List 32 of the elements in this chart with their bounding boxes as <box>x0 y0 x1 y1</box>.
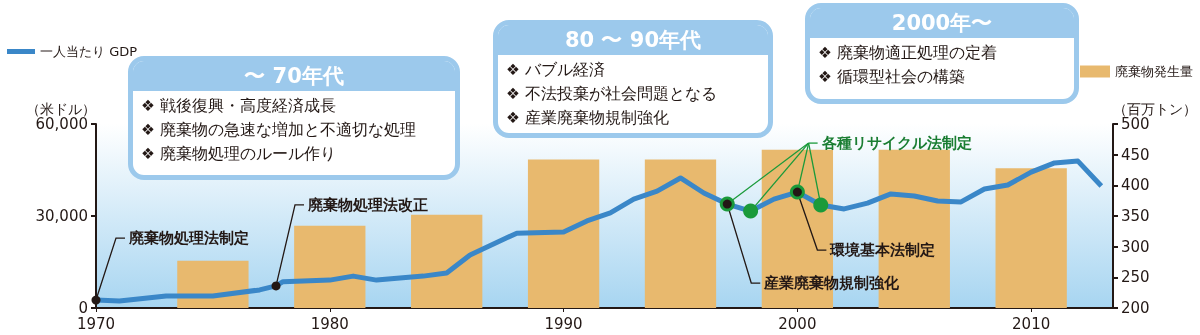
annotation: ❖ 廃棄物処理のルール作り <box>140 144 337 165</box>
info-box: 80 〜 90年代 ❖ バブル経済 ❖ 不法投棄が社会問題となる ❖ 産業廃棄物規制強化 <box>493 20 773 138</box>
annotation: 各種リサイクル法制定 <box>820 134 972 153</box>
y-tick-label: 60,000 <box>35 115 88 133</box>
y2-tick-label: 500 <box>1121 115 1150 133</box>
y2-tick-label: 200 <box>1121 299 1150 317</box>
y2-tick-label: 400 <box>1121 176 1150 195</box>
point <box>813 197 829 213</box>
legend-label: 一人当たり GDP <box>40 44 138 59</box>
y-tick-label: 0 <box>78 299 88 317</box>
x-tick-label: 2010 <box>1012 314 1051 333</box>
annotation: ❖ 廃棄物の急速な増加と不適切な処理 <box>140 120 417 141</box>
x-tick-label: 1990 <box>544 314 583 333</box>
info-box: 〜 70年代 ❖ 戦後復興・高度経済成長 ❖ 廃棄物の急速な増加と不適切な処理 ❖ 廃棄物処理のルール作り <box>128 56 460 180</box>
y2-tick-label: 450 <box>1121 145 1150 164</box>
point <box>271 281 281 291</box>
y2-tick-label: 300 <box>1121 237 1150 256</box>
legend-label: 廃棄物発生量 <box>1115 64 1193 79</box>
x-tick-label: 1970 <box>76 314 116 333</box>
x-tick-label: 2000 <box>778 314 817 333</box>
point <box>743 203 759 219</box>
y2-axis-title: （百万トン） <box>1113 101 1197 117</box>
y-tick-label: 30,000 <box>35 207 88 225</box>
y2-tick-label: 250 <box>1121 268 1150 287</box>
annotation: 廃棄物処理法制定 <box>128 229 249 248</box>
info-box: 2000年〜 ❖ 廃棄物適正処理の定着 ❖ 循環型社会の構築 <box>805 3 1079 104</box>
y2-tick-label: 350 <box>1121 207 1150 225</box>
y-axis-title: （米ドル） <box>26 101 96 117</box>
point <box>91 295 101 305</box>
annotation: 廃棄物処理法改正 <box>307 195 429 214</box>
x-tick-label: 1980 <box>310 314 349 333</box>
annotation: ❖ 産業廃棄物規制強化 <box>505 108 670 129</box>
